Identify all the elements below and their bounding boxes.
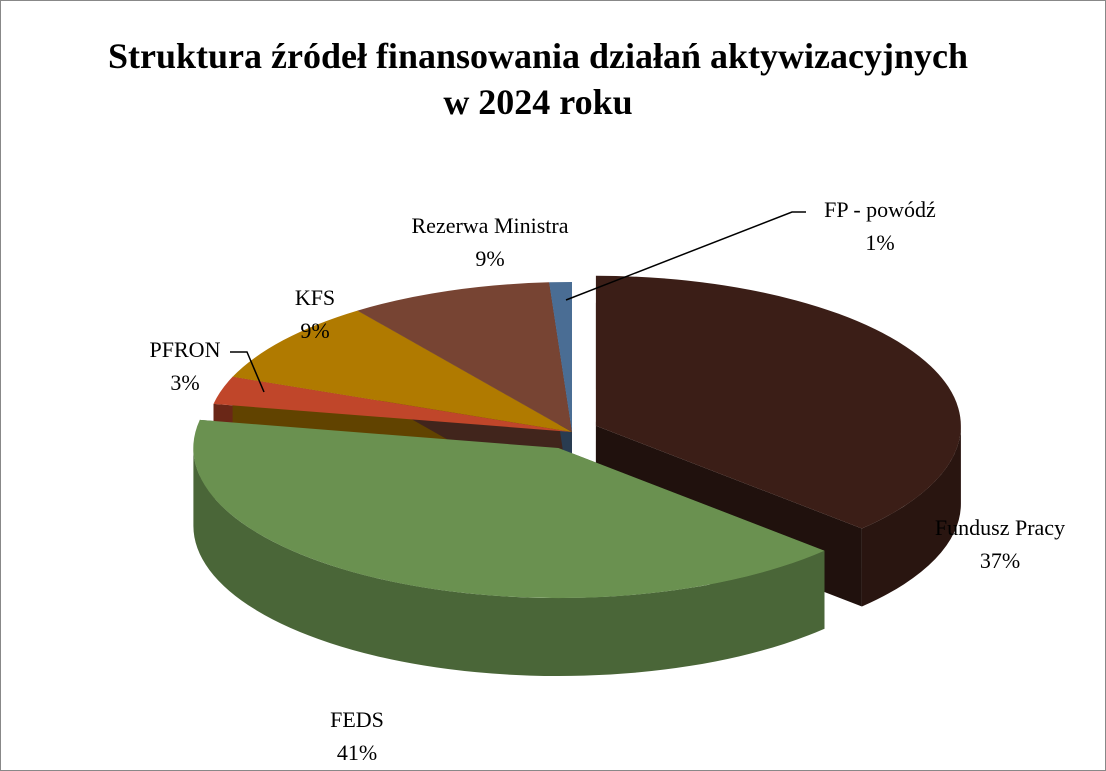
slice — [193, 419, 825, 599]
slice — [232, 310, 572, 432]
slice — [549, 282, 572, 432]
slice — [357, 282, 572, 432]
slice-value-label: 9% — [475, 246, 504, 271]
slice-label: FP - powódź — [824, 197, 936, 222]
slice-value-label: 9% — [300, 318, 329, 343]
slice — [213, 376, 572, 432]
slice-label: FEDS — [330, 707, 384, 732]
slice-label: Rezerwa Ministra — [412, 213, 569, 238]
slice-label: KFS — [295, 285, 335, 310]
leader-line — [565, 211, 806, 301]
slice — [595, 275, 961, 529]
slice-wall — [193, 448, 825, 677]
slice-value-label: 1% — [865, 230, 894, 255]
title-line: w 2024 roku — [443, 82, 632, 122]
slice-wall — [861, 425, 961, 607]
slice-value-label: 41% — [337, 740, 377, 765]
slice-label: Fundusz Pracy — [935, 515, 1065, 540]
slice-value-label: 3% — [170, 370, 199, 395]
chart-title: Struktura źródeł finansowania działań ak… — [108, 36, 968, 122]
slice-value-label: 37% — [980, 548, 1020, 573]
slice-label: PFRON — [150, 337, 221, 362]
leader-line — [230, 351, 265, 393]
title-line: Struktura źródeł finansowania działań ak… — [108, 36, 968, 76]
